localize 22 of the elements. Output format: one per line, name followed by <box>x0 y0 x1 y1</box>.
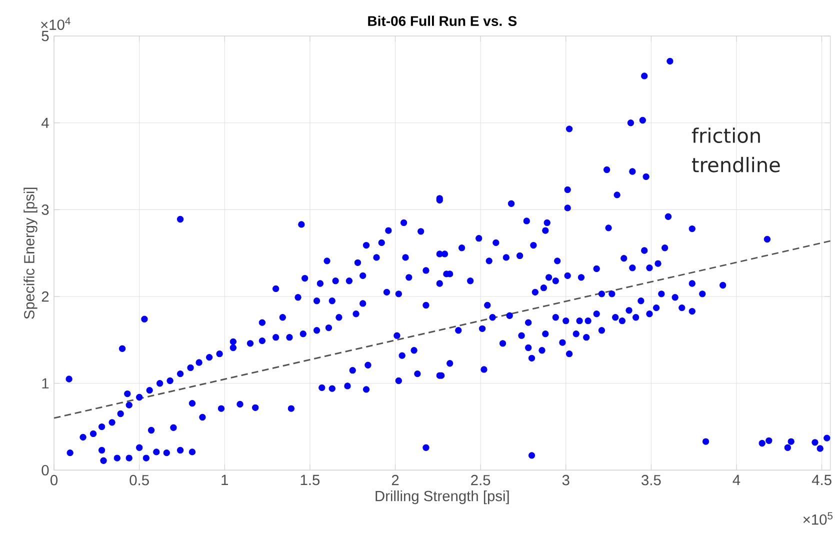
y-axis-title: Specific Energy [psi] <box>24 188 38 320</box>
x-tick-label: 0 <box>50 475 58 486</box>
y-tick-label: 0 <box>42 465 49 476</box>
x-tick-label: 2.5 <box>471 475 490 486</box>
x-tick-label: 4 <box>732 475 740 486</box>
x-tick-label: 2 <box>392 475 399 486</box>
y-tick-label: 3 <box>42 204 49 216</box>
x-tick-label: 3.5 <box>642 475 661 486</box>
y-tick-label: 1 <box>42 378 49 389</box>
text: ×10$^{5}$ <box>803 512 833 525</box>
text: ×10$^{4}$ <box>41 18 70 30</box>
y-tick-label: 2 <box>42 292 49 302</box>
x-tick-label: 4.5 <box>812 475 832 486</box>
x-axis-title: Drilling Strength [psi] <box>376 490 509 504</box>
y-tick-label: 4 <box>41 118 49 128</box>
x-tick-label: 3 <box>562 475 570 486</box>
x-tick-label: 1 <box>222 475 228 486</box>
x-tick-label: 0.5 <box>130 475 149 486</box>
y-tick-label: 5 <box>42 31 49 42</box>
text: friction trendline <box>692 128 780 173</box>
x-tick-label: 1.5 <box>300 475 320 486</box>
chart-title: Bit-06 Full Run E vs. S <box>368 16 517 26</box>
